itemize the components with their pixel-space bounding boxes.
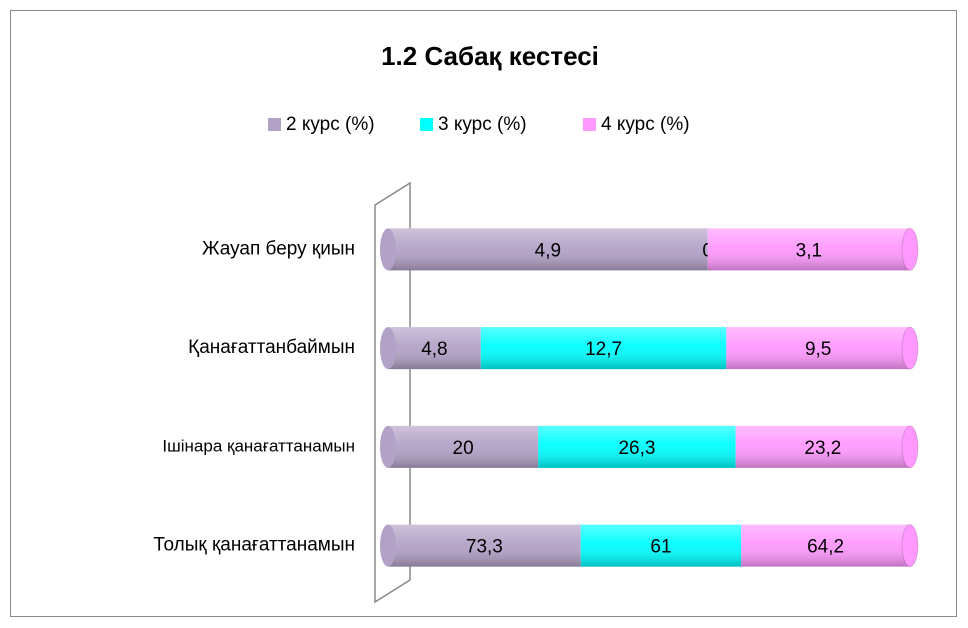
bar-segment: [480, 327, 727, 370]
value-label: 73,3: [466, 537, 503, 558]
bar-segment: [388, 524, 581, 567]
legend-label: 2 курс (%): [286, 114, 375, 135]
bar-segment: [580, 524, 742, 567]
bar-segment: [388, 228, 708, 271]
bar-segment: [741, 524, 910, 567]
bar-segment: [388, 327, 481, 370]
value-label: 4,8: [421, 339, 447, 360]
bar-cap: [901, 425, 919, 469]
category-label: Қанағаттанбаймын: [188, 337, 355, 358]
bar-cap: [901, 524, 919, 568]
value-label: 23,2: [804, 438, 841, 459]
value-label: 3,1: [796, 240, 822, 261]
value-label: 9,5: [805, 339, 831, 360]
bar-segment: [388, 425, 539, 468]
bar-segment: [726, 327, 910, 370]
bar-start: [380, 228, 396, 271]
value-label: 12,7: [585, 339, 622, 360]
value-label: 26,3: [618, 438, 655, 459]
legend-label: 4 курс (%): [601, 114, 690, 135]
back-wall: [374, 181, 411, 604]
bar-segment: [735, 425, 910, 468]
bar-segment: [707, 228, 910, 271]
bar-start: [380, 524, 396, 567]
bar-cap: [901, 326, 919, 370]
category-label: Ішінара қанағаттанамын: [162, 436, 355, 455]
value-label: 4,9: [535, 240, 561, 261]
category-label: Толық қанағаттанамын: [153, 535, 355, 556]
legend-label: 3 курс (%): [438, 114, 527, 135]
legend-swatch: [583, 118, 596, 131]
value-label: 61: [650, 537, 671, 558]
legend-swatch: [268, 118, 281, 131]
value-label: 20: [453, 438, 474, 459]
chart-border: [10, 10, 957, 617]
chart-title: 1.2 Сабақ кестесі: [381, 41, 599, 71]
bar-segment: [538, 425, 736, 468]
legend-swatch: [420, 118, 433, 131]
category-label: Жауап беру қиын: [202, 238, 355, 259]
bar-start: [380, 327, 396, 370]
bar-start: [380, 425, 396, 468]
value-label: 64,2: [807, 537, 844, 558]
bar-cap: [901, 227, 919, 271]
